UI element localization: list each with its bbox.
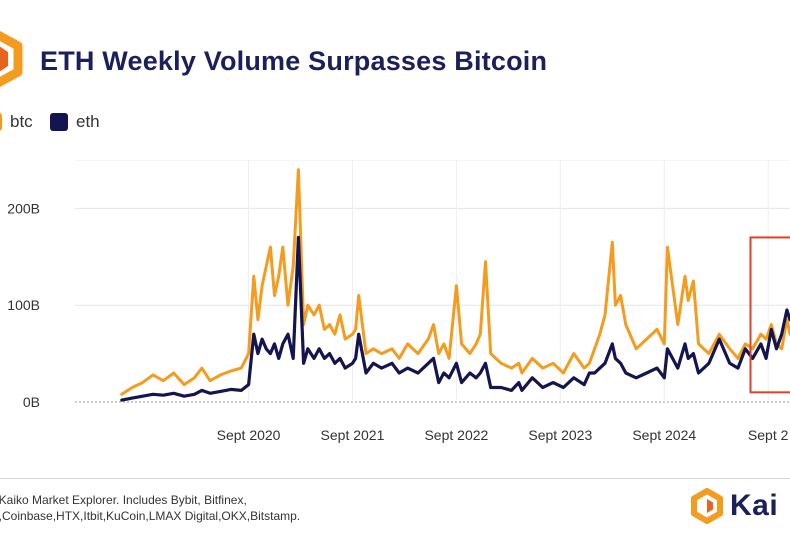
highlight-box <box>749 236 790 394</box>
legend-item-btc: btc <box>0 112 33 132</box>
x-tick-label-3: Sept 2023 <box>528 427 592 443</box>
footer-divider <box>0 478 790 479</box>
y-tick-label-1: 100B <box>7 297 40 313</box>
x-tick-label-2: Sept 2022 <box>424 427 488 443</box>
source-note: : Kaiko Market Explorer. Includes Bybit,… <box>0 492 300 524</box>
brand-name: Kai <box>730 489 779 522</box>
chart-grid <box>75 160 790 403</box>
x-axis-ticks: Sept 2020 Sept 2021 Sept 2022 Sept 2023 Sept… <box>217 427 789 443</box>
y-tick-label-2: 200B <box>7 200 40 216</box>
kaiko-logo <box>0 30 30 93</box>
x-tick-label-0: Sept 2020 <box>217 427 281 443</box>
x-tick-label-5: Sept 2 <box>748 427 789 443</box>
y-axis-ticks: 0B 100B 200B <box>7 200 40 410</box>
brand-logo: Kai <box>690 488 778 524</box>
legend-label-eth: eth <box>76 112 100 131</box>
chart-series <box>120 168 790 402</box>
legend-swatch-btc <box>0 113 2 131</box>
source-line-1: : Kaiko Market Explorer. Includes Bybit,… <box>0 493 247 507</box>
legend-label-btc: btc <box>10 112 33 131</box>
kaiko-brand-icon <box>691 488 723 524</box>
page-title: ETH Weekly Volume Surpasses Bitcoin <box>40 46 548 76</box>
legend-item-eth: eth <box>50 112 100 132</box>
source-line-2: e,Coinbase,HTX,Itbit,KuCoin,LMAX Digital… <box>0 509 301 523</box>
x-tick-label-1: Sept 2021 <box>321 427 385 443</box>
legend-swatch-eth <box>50 113 68 131</box>
series-line-btc <box>120 168 790 396</box>
kaiko-hexagon-logo-icon <box>0 31 23 87</box>
chart-highlight <box>749 236 790 394</box>
x-tick-label-4: Sept 2024 <box>632 427 696 443</box>
y-tick-label-0: 0B <box>23 394 40 410</box>
series-line-eth <box>120 235 790 402</box>
